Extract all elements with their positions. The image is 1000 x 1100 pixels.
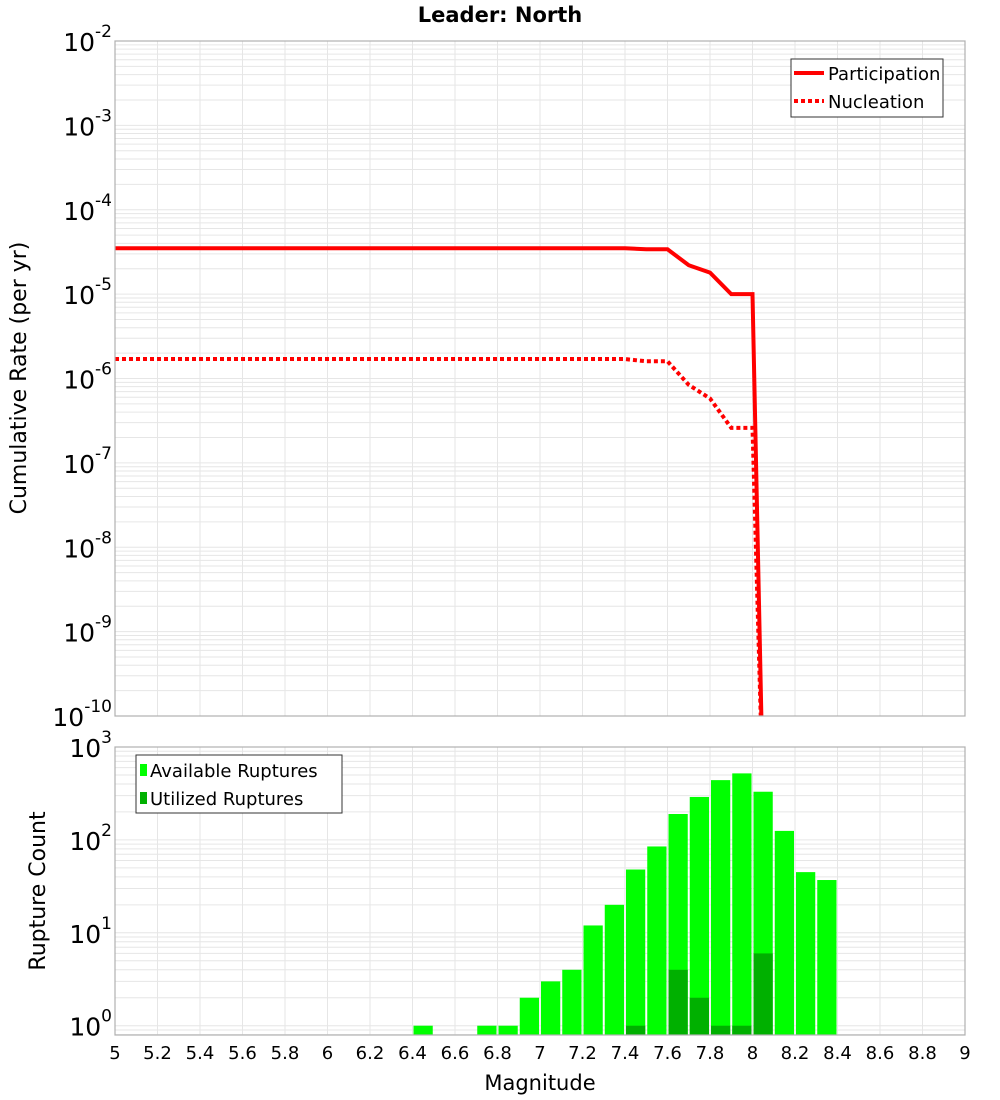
bar-available-ruptures — [817, 880, 837, 1035]
y-tick-label: 10-6 — [63, 360, 112, 395]
x-tick-label: 9 — [959, 1043, 970, 1064]
x-tick-label: 7.6 — [653, 1043, 682, 1064]
legend-label: Participation — [828, 64, 940, 85]
x-tick-label: 8.4 — [823, 1043, 852, 1064]
x-tick-label: 5.2 — [143, 1043, 172, 1064]
y-tick-label: 10-3 — [63, 106, 112, 141]
chart-title: Leader: North — [418, 3, 582, 27]
x-tick-label: 5.8 — [271, 1043, 300, 1064]
bar-available-ruptures — [711, 780, 731, 1035]
x-tick-label: 6.6 — [441, 1043, 470, 1064]
y-tick-label: 100 — [69, 1007, 112, 1042]
bar-available-ruptures — [774, 830, 794, 1035]
legend-box — [790, 58, 944, 118]
x-axis-label: Magnitude — [484, 1071, 595, 1095]
x-tick-label: 7 — [534, 1043, 545, 1064]
bar-available-ruptures — [519, 997, 539, 1035]
series-line-nucleation — [115, 357, 763, 716]
bar-available-ruptures — [562, 969, 582, 1035]
legend-label: Nucleation — [828, 92, 924, 113]
bar-available-ruptures — [604, 904, 624, 1035]
y-tick-label: 10-8 — [63, 528, 112, 563]
y-tick-label: 10-5 — [63, 275, 112, 310]
bar-utilized-ruptures — [753, 953, 773, 1035]
x-tick-label: 6 — [322, 1043, 333, 1064]
bar-available-ruptures — [689, 796, 709, 1035]
top-y-axis-label: Cumulative Rate (per yr) — [7, 242, 32, 515]
x-tick-label: 8.6 — [866, 1043, 895, 1064]
plot-frame — [114, 40, 966, 717]
x-tick-label: 8 — [747, 1043, 758, 1064]
y-tick-label: 10-7 — [63, 444, 112, 479]
bar-available-ruptures — [541, 981, 561, 1035]
y-tick-label: 101 — [69, 914, 112, 949]
x-tick-label: 5.4 — [186, 1043, 215, 1064]
y-tick-label: 10-9 — [63, 613, 112, 648]
x-tick-label: 6.8 — [483, 1043, 512, 1064]
bar-available-ruptures — [477, 1025, 497, 1035]
x-tick-label: 6.4 — [398, 1043, 427, 1064]
bar-utilized-ruptures — [689, 997, 709, 1035]
series-line-participation — [115, 246, 764, 716]
bar-available-ruptures — [626, 869, 646, 1035]
bar-utilized-ruptures — [732, 1025, 752, 1035]
legend-swatch — [140, 792, 147, 804]
bar-utilized-ruptures — [711, 1025, 731, 1035]
bar-utilized-ruptures — [626, 1025, 646, 1035]
plot-frame — [114, 746, 966, 1036]
legend-swatch — [140, 764, 147, 776]
x-tick-label: 8.8 — [908, 1043, 937, 1064]
bar-available-ruptures — [647, 846, 667, 1035]
y-tick-label: 10-4 — [63, 191, 112, 226]
y-tick-label: 10-2 — [63, 22, 112, 57]
bar-available-ruptures — [413, 1025, 433, 1035]
x-tick-label: 7.4 — [611, 1043, 640, 1064]
bar-available-ruptures — [732, 773, 752, 1035]
y-tick-label: 103 — [69, 728, 112, 763]
x-tick-label: 7.2 — [568, 1043, 597, 1064]
legend-box — [135, 754, 343, 814]
x-tick-label: 8.2 — [781, 1043, 810, 1064]
x-tick-label: 5.6 — [228, 1043, 257, 1064]
bar-available-ruptures — [796, 872, 816, 1035]
bottom-y-axis-label: Rupture Count — [26, 811, 51, 971]
y-tick-label: 10-10 — [52, 697, 112, 732]
x-tick-label: 6.2 — [356, 1043, 385, 1064]
x-tick-label: 5 — [109, 1043, 120, 1064]
legend-label: Available Ruptures — [150, 761, 318, 782]
bar-utilized-ruptures — [668, 969, 688, 1035]
x-tick-label: 7.8 — [696, 1043, 725, 1064]
bar-available-ruptures — [498, 1025, 518, 1035]
legend-label: Utilized Ruptures — [150, 789, 303, 810]
y-tick-label: 102 — [69, 821, 112, 856]
bar-available-ruptures — [583, 925, 603, 1035]
